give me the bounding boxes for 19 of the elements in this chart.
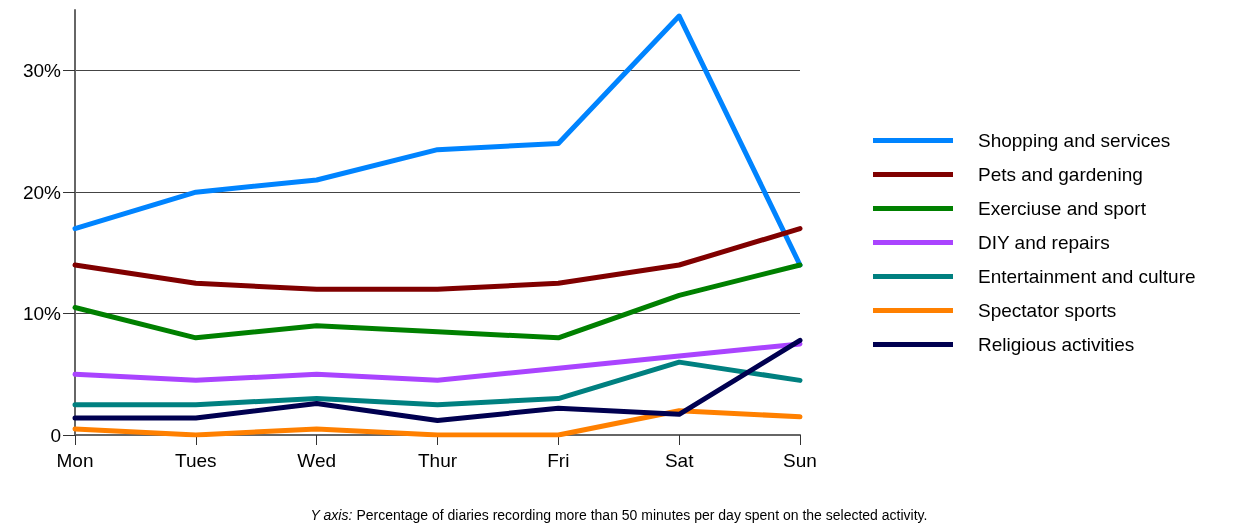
legend-label: Exerciuse and sport bbox=[978, 198, 1147, 219]
legend-label: DIY and repairs bbox=[978, 232, 1110, 253]
y-tick-label: 0 bbox=[50, 424, 61, 446]
x-tick-label: Fri bbox=[547, 450, 570, 471]
legend-label: Spectator sports bbox=[978, 300, 1117, 321]
legend-label: Religious activities bbox=[978, 334, 1135, 355]
x-tick-label: Sun bbox=[783, 450, 817, 471]
legend-label: Pets and gardening bbox=[978, 164, 1143, 185]
text: Y axis: Percentage of diaries recording more than 50 minutes per day spent on the selected activity. bbox=[310, 507, 928, 523]
x-tick-label: Wed bbox=[297, 450, 337, 471]
x-tick-label: Tues bbox=[175, 450, 217, 471]
legend-label: Entertainment and culture bbox=[978, 266, 1196, 287]
legend-label: Shopping and services bbox=[978, 130, 1171, 151]
x-tick-label: Thur bbox=[417, 450, 458, 471]
y-tick-label: 10% bbox=[22, 303, 62, 325]
y-tick-label: 20% bbox=[22, 181, 62, 203]
x-tick-label: Sat bbox=[664, 450, 695, 471]
y-tick-label: 30% bbox=[22, 60, 62, 82]
x-tick-label: Mon bbox=[56, 450, 94, 471]
